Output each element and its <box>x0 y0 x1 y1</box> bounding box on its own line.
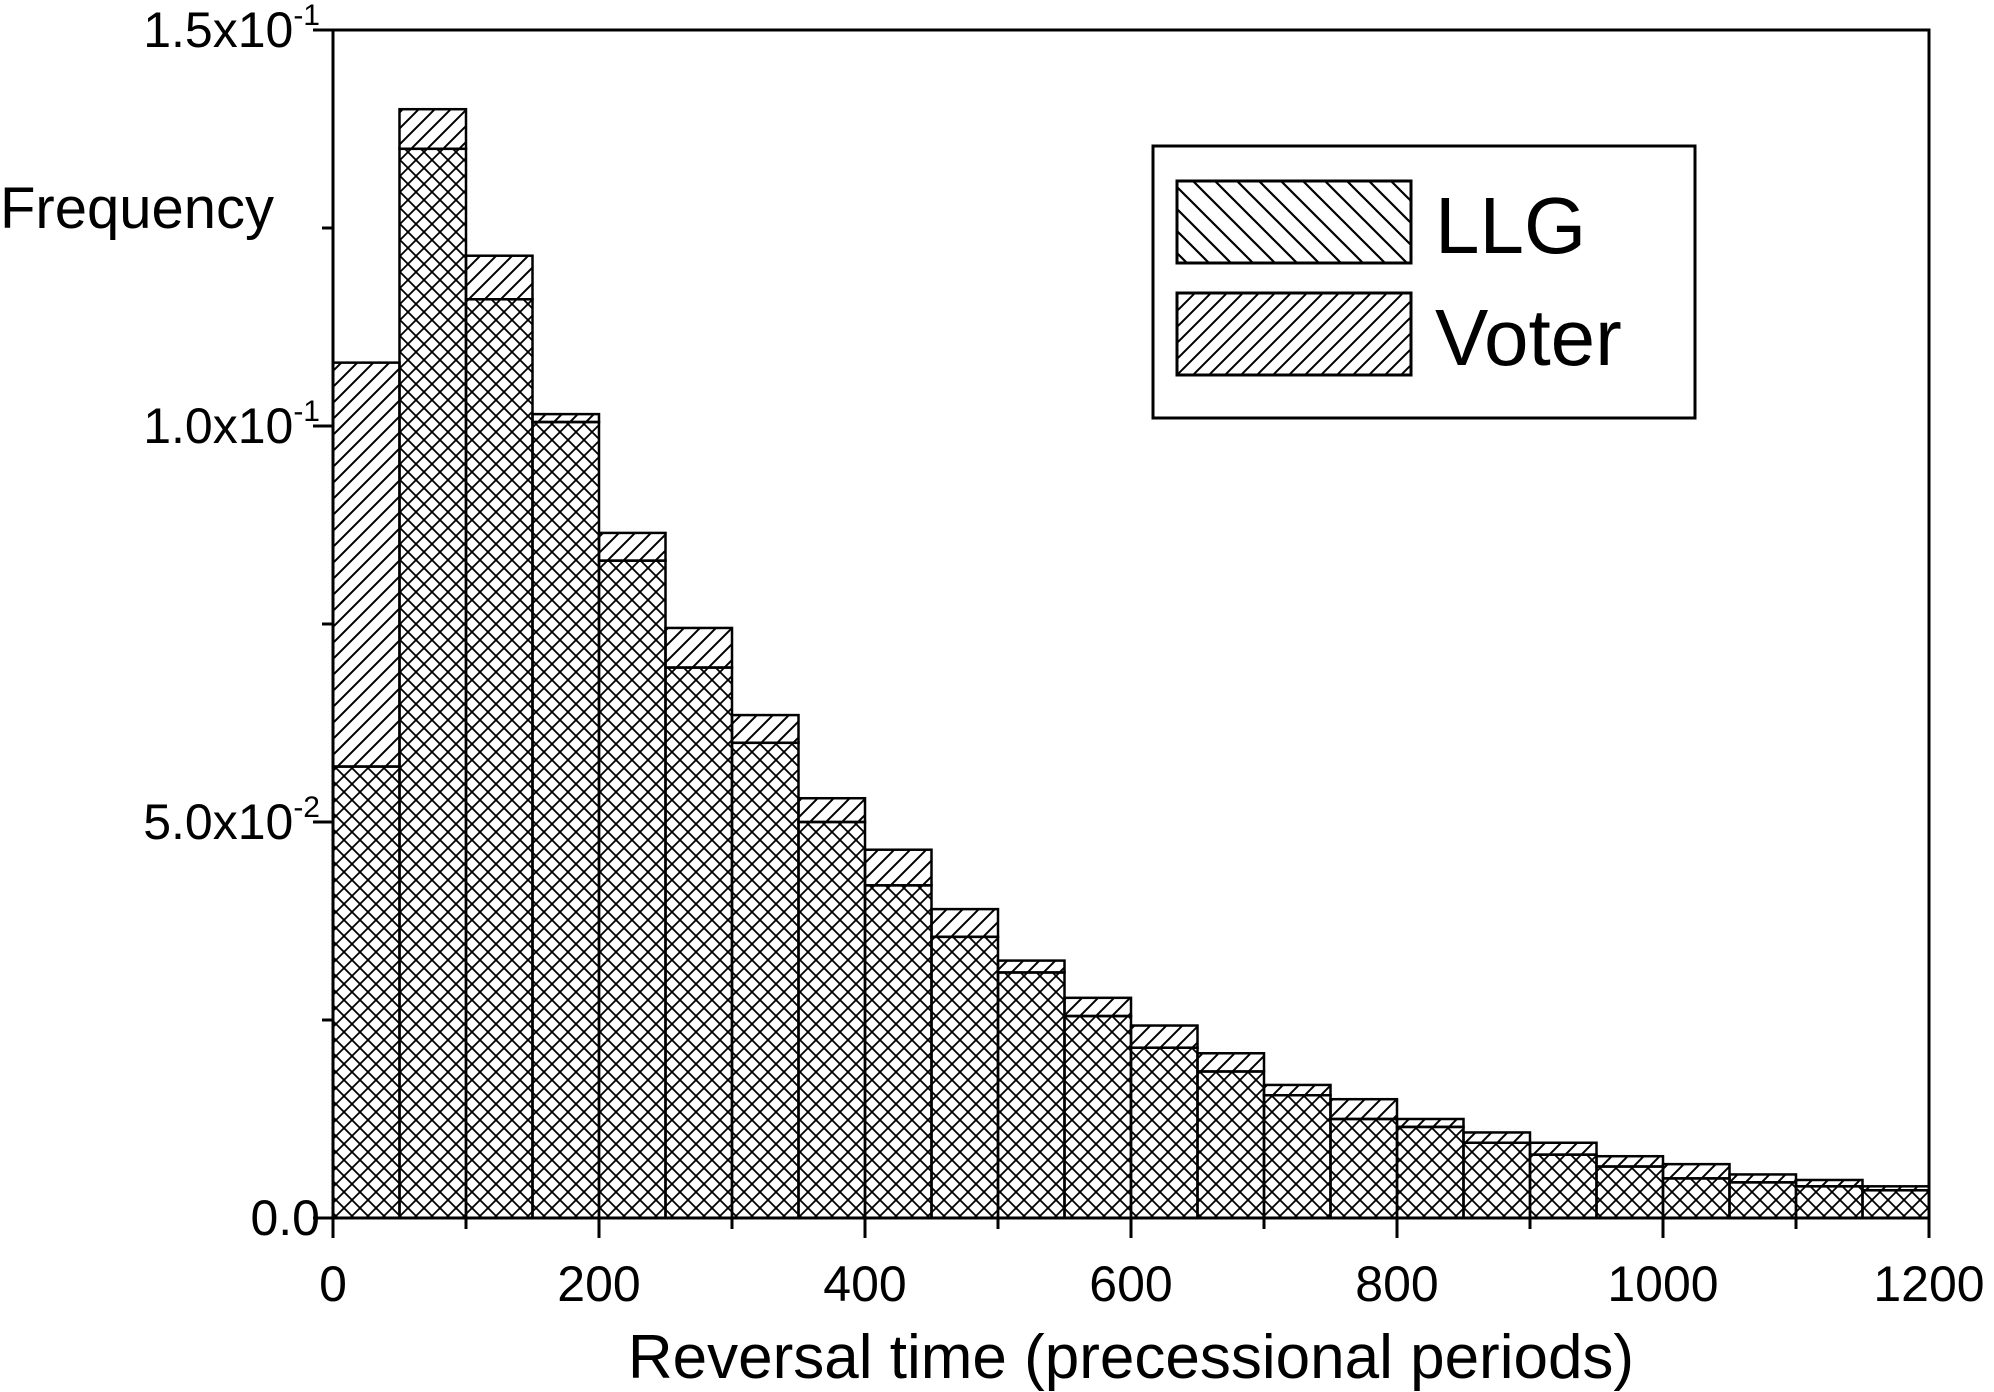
y-tick-label: 1.0x10-1 <box>143 395 320 454</box>
legend: LLG Voter <box>1151 144 1697 420</box>
voter-bar <box>464 254 534 301</box>
voter-bar <box>996 959 1066 974</box>
voter-bar <box>1129 1024 1199 1049</box>
y-axis-title: Frequency <box>0 176 274 241</box>
x-tick-label: 1000 <box>1607 1256 1718 1312</box>
overlap-bar <box>1528 1153 1598 1220</box>
overlap-bar <box>1063 1014 1133 1220</box>
x-axis-title: Reversal time (precessional periods) <box>628 1323 1634 1392</box>
overlap-bar <box>1661 1177 1731 1220</box>
voter-bar <box>1794 1178 1864 1188</box>
voter-bar <box>331 361 401 768</box>
voter-bar <box>1728 1173 1798 1184</box>
x-tick-label: 0 <box>319 1256 347 1312</box>
legend-label-voter: Voter <box>1435 293 1622 382</box>
voter-bar <box>863 848 933 887</box>
overlap-bar <box>398 147 468 1220</box>
voter-bar <box>1595 1154 1665 1168</box>
voter-bar <box>1661 1162 1731 1180</box>
overlap-bar <box>1262 1093 1332 1220</box>
x-tick-label: 800 <box>1355 1256 1438 1312</box>
overlap-bar <box>331 765 401 1220</box>
overlap-bar <box>531 420 601 1220</box>
overlap-bar <box>1329 1117 1399 1220</box>
voter-bar <box>797 796 867 824</box>
x-tick-label: 1200 <box>1873 1256 1984 1312</box>
overlap-bar <box>1794 1185 1864 1220</box>
voter-bar <box>1462 1131 1532 1145</box>
legend-swatch-llg <box>1175 179 1413 265</box>
y-tick-label: 1.5x10-1 <box>143 0 320 58</box>
overlap-bar <box>1595 1165 1665 1220</box>
voter-bar <box>398 107 468 151</box>
overlap-bar <box>1728 1181 1798 1220</box>
voter-bar <box>1063 996 1133 1018</box>
overlap-bar <box>597 559 667 1220</box>
overlap-bar <box>464 298 534 1220</box>
voter-bar <box>930 907 1000 939</box>
x-tick-label: 600 <box>1089 1256 1172 1312</box>
overlap-bar <box>664 666 734 1220</box>
overlap-bar <box>863 884 933 1220</box>
overlap-bar <box>1196 1070 1266 1220</box>
overlap-bar <box>1462 1141 1532 1220</box>
voter-bar <box>1262 1083 1332 1097</box>
overlap-bar <box>930 935 1000 1220</box>
overlap-bar <box>996 971 1066 1220</box>
legend-label-llg: LLG <box>1435 181 1586 270</box>
overlap-bar <box>1861 1189 1931 1220</box>
legend-swatch-voter <box>1175 291 1413 377</box>
voter-bar <box>597 531 667 562</box>
overlap-bar <box>1395 1125 1465 1220</box>
voter-bar <box>531 412 601 424</box>
y-tick-label: 0.0 <box>250 1190 320 1246</box>
overlap-bar <box>797 820 867 1220</box>
x-tick-label: 200 <box>557 1256 640 1312</box>
voter-bars <box>331 107 1931 1220</box>
voter-bar <box>1528 1141 1598 1156</box>
voter-bar <box>1861 1185 1931 1192</box>
voter-bar <box>1329 1097 1399 1121</box>
y-tick-labels: 0.0 5.0x10-2 1.0x10-1 1.5x10-1 <box>143 0 320 1246</box>
voter-bar <box>1395 1117 1465 1129</box>
y-tick-label: 5.0x10-2 <box>143 791 320 850</box>
overlap-bar <box>730 741 800 1220</box>
axis-ticks <box>313 28 1931 1238</box>
voter-bar <box>664 626 734 669</box>
x-tick-labels: 0 200 400 600 800 1000 1200 <box>319 1256 1985 1312</box>
x-tick-label: 400 <box>823 1256 906 1312</box>
overlap-bar <box>1129 1046 1199 1220</box>
voter-bar <box>730 713 800 745</box>
voter-bar <box>1196 1052 1266 1073</box>
